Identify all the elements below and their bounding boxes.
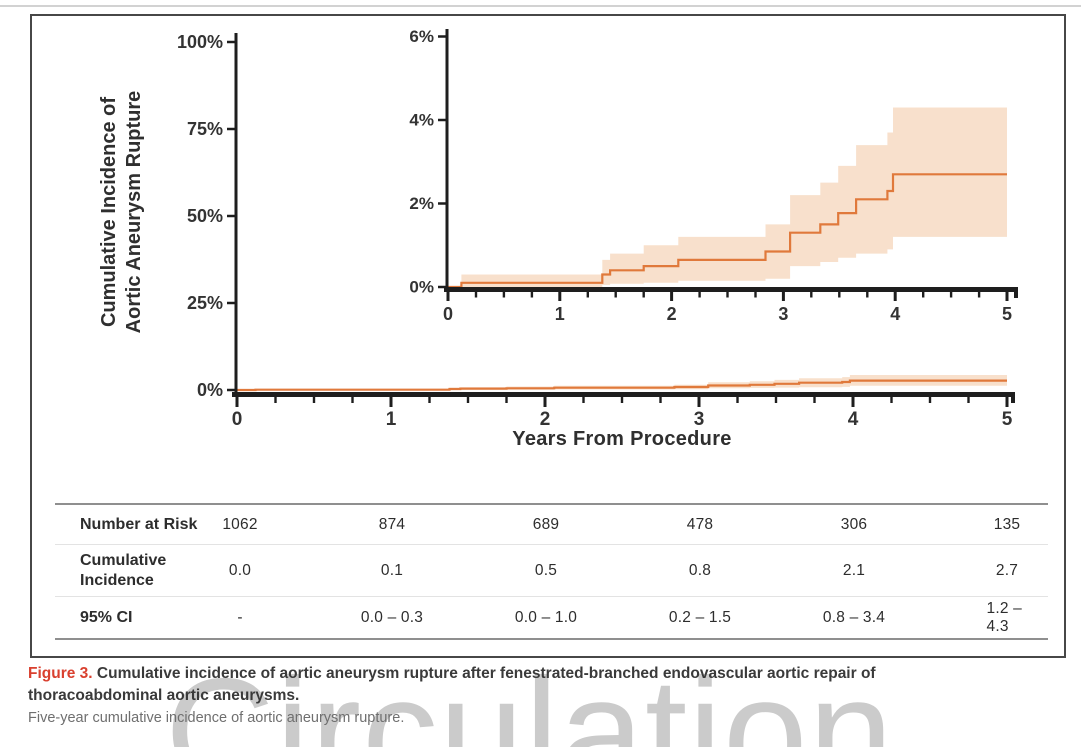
top-divider <box>0 5 1081 7</box>
main-axes: 0%25%50%75%100%0 1 2 3 4 5 <box>177 32 1015 430</box>
main-x-axis-title: Years From Procedure <box>512 428 732 450</box>
table-cell: 0.0 – 1.0 <box>514 608 578 626</box>
x-tick-label: 5 <box>1002 304 1012 324</box>
caption-line: Figure 3. Cumulative incidence of aortic… <box>28 663 1013 707</box>
inset-chart: 0% 2% 4% 6% 0 1 2 3 4 5 <box>409 27 1018 324</box>
inset-ci-band <box>448 107 1007 287</box>
figure-caption: Figure 3. Cumulative incidence of aortic… <box>28 663 1013 726</box>
main-ci-band <box>237 375 1007 390</box>
table-cell: 478 <box>686 515 714 533</box>
caption-subtitle: Five-year cumulative incidence of aortic… <box>28 710 405 726</box>
row-label: 95% CI <box>80 608 133 626</box>
x-axis-end-cap <box>1011 392 1015 403</box>
table-cell: 0.8 <box>688 561 712 579</box>
x-tick-label: 2 <box>667 304 677 324</box>
x-axis-bar <box>444 287 1018 292</box>
row-label: Number at Risk <box>80 515 198 533</box>
y-tick-label: 25% <box>187 293 223 313</box>
table-cell: 0.0 <box>228 561 252 579</box>
table-cell: 0.2 – 1.5 <box>668 608 732 626</box>
table-cell: 306 <box>840 515 868 533</box>
y-tick-label: 2% <box>409 194 434 213</box>
y-tick-label: 0% <box>409 278 434 297</box>
table-cell: 874 <box>378 515 406 533</box>
table-row-95-ci: 95% CI - 0.0 – 0.3 0.0 – 1.0 0.2 – 1.5 0.8 –… <box>55 597 1048 638</box>
x-tick-label: 0 <box>232 409 243 430</box>
main-km-line <box>237 379 1007 392</box>
y-tick-label: 100% <box>177 32 223 52</box>
x-tick-label: 3 <box>694 409 705 430</box>
figure-number: Figure 3. <box>28 665 93 682</box>
x-tick-label: 0 <box>443 304 453 324</box>
table-cell: 1062 <box>222 515 258 533</box>
table-cell: 2.7 <box>995 561 1019 579</box>
x-tick-label: 5 <box>1002 409 1013 430</box>
x-tick-label: 4 <box>848 409 859 430</box>
figure-panel: 0% 25% 50% 75% 100% 0 1 2 3 4 5 0% 2% 4% 6% 0 1 2 3 4 5 Cum… <box>30 14 1066 658</box>
y-tick-label: 4% <box>409 111 434 130</box>
y-tick-label: 75% <box>187 119 223 139</box>
y-tick-label: 6% <box>409 27 434 46</box>
table-cell: 0.8 – 3.4 <box>822 608 886 626</box>
table-cell: 0.1 <box>380 561 404 579</box>
x-axis-bar <box>232 392 1015 397</box>
table-cell: 689 <box>532 515 560 533</box>
table-cell: 2.1 <box>842 561 866 579</box>
journal-watermark: Circulation <box>165 647 895 747</box>
x-tick-label: 1 <box>555 304 565 324</box>
x-axis-end-cap <box>1014 287 1018 298</box>
km-charts: 0% 25% 50% 75% 100% 0 1 2 3 4 5 0% 2% 4% 6% 0 1 2 3 4 5 <box>177 27 1018 430</box>
y-tick-label: 50% <box>187 206 223 226</box>
x-tick-label: 2 <box>540 409 551 430</box>
table-cell: 0.0 – 0.3 <box>360 608 424 626</box>
main-y-axis-title: Cumulative Incidence of Aortic Aneurysm … <box>98 90 145 334</box>
caption-title: Cumulative incidence of aortic aneurysm … <box>28 665 876 704</box>
main-chart: 0%25%50%75%100%0 1 2 3 4 5 <box>177 32 1015 430</box>
table-row-cumulative-incidence: Cumulative Incidence 0.0 0.1 0.5 0.8 2.1 2.7 <box>55 545 1048 597</box>
table-cell: 135 <box>993 515 1021 533</box>
inset-axes: 0% 2% 4% 6% 0 1 2 3 4 5 <box>409 27 1018 324</box>
risk-table: Number at Risk 1062 874 689 478 306 135 Cumul… <box>55 503 1048 640</box>
x-tick-label: 3 <box>778 304 788 324</box>
table-cell: - <box>237 608 243 626</box>
x-tick-label: 4 <box>890 304 900 324</box>
table-row-number-at-risk: Number at Risk 1062 874 689 478 306 135 <box>55 505 1048 545</box>
x-tick-label: 1 <box>386 409 397 430</box>
row-label: Cumulative Incidence <box>80 551 167 589</box>
y-tick-label: 0% <box>197 380 223 400</box>
inset-km-line <box>448 173 1007 289</box>
table-cell: 1.2 – 4.3 <box>986 599 1022 635</box>
table-cell: 0.5 <box>534 561 558 579</box>
